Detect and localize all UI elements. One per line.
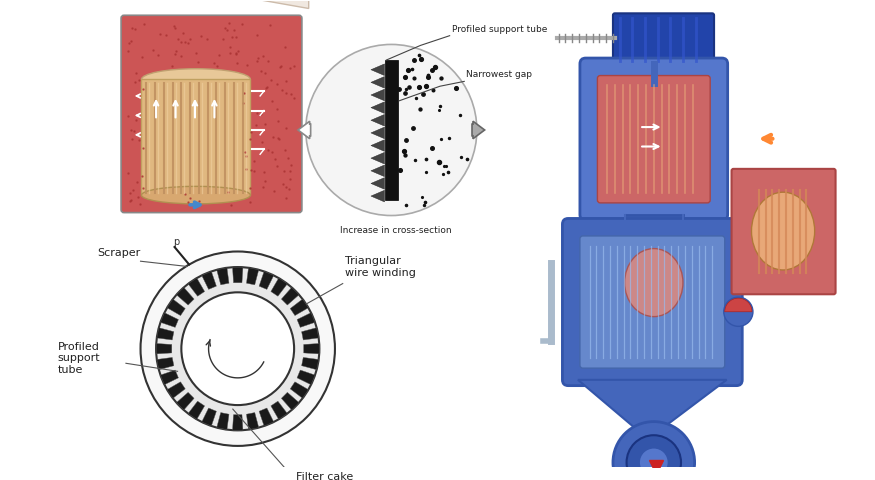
Polygon shape xyxy=(271,401,287,420)
Circle shape xyxy=(181,292,294,405)
Polygon shape xyxy=(217,413,229,430)
Polygon shape xyxy=(271,278,287,296)
Polygon shape xyxy=(298,312,315,327)
Polygon shape xyxy=(384,60,398,200)
FancyArrow shape xyxy=(298,121,311,139)
Polygon shape xyxy=(290,299,308,315)
Text: p: p xyxy=(173,237,179,247)
Polygon shape xyxy=(157,328,174,340)
Circle shape xyxy=(156,267,319,431)
Polygon shape xyxy=(371,89,384,101)
Polygon shape xyxy=(259,408,274,426)
Polygon shape xyxy=(217,268,229,285)
Polygon shape xyxy=(167,382,186,398)
Polygon shape xyxy=(167,299,186,315)
Text: Triangular
wire winding: Triangular wire winding xyxy=(345,256,416,278)
Polygon shape xyxy=(290,382,308,398)
Polygon shape xyxy=(371,114,384,126)
Polygon shape xyxy=(282,392,299,410)
Ellipse shape xyxy=(625,249,683,317)
Polygon shape xyxy=(371,76,384,88)
Circle shape xyxy=(640,448,668,477)
Polygon shape xyxy=(233,415,243,430)
Polygon shape xyxy=(247,413,259,430)
FancyBboxPatch shape xyxy=(732,169,836,294)
Circle shape xyxy=(724,297,753,326)
Polygon shape xyxy=(371,165,384,177)
Polygon shape xyxy=(578,380,727,433)
Polygon shape xyxy=(298,370,315,384)
FancyBboxPatch shape xyxy=(580,236,724,368)
Polygon shape xyxy=(302,358,318,370)
FancyBboxPatch shape xyxy=(598,75,710,203)
Text: Narrowest gap: Narrowest gap xyxy=(466,71,532,79)
Circle shape xyxy=(613,421,695,480)
Ellipse shape xyxy=(142,69,250,90)
Polygon shape xyxy=(233,267,243,283)
Polygon shape xyxy=(247,268,259,285)
Polygon shape xyxy=(177,288,194,305)
FancyBboxPatch shape xyxy=(640,432,672,464)
Ellipse shape xyxy=(142,186,250,204)
FancyBboxPatch shape xyxy=(121,15,302,213)
Polygon shape xyxy=(259,271,274,289)
Polygon shape xyxy=(160,370,178,384)
Circle shape xyxy=(141,252,335,446)
Polygon shape xyxy=(142,79,250,195)
FancyBboxPatch shape xyxy=(613,13,714,66)
Polygon shape xyxy=(188,401,205,420)
FancyArrow shape xyxy=(472,121,485,139)
FancyBboxPatch shape xyxy=(580,58,728,220)
Polygon shape xyxy=(177,392,194,410)
Polygon shape xyxy=(371,140,384,151)
Polygon shape xyxy=(157,358,174,370)
Circle shape xyxy=(305,45,477,216)
Polygon shape xyxy=(160,312,178,327)
Polygon shape xyxy=(371,102,384,113)
Wedge shape xyxy=(185,0,309,9)
Polygon shape xyxy=(371,190,384,202)
Polygon shape xyxy=(302,328,318,340)
Polygon shape xyxy=(157,344,172,354)
Text: Profiled
support
tube: Profiled support tube xyxy=(58,342,101,375)
Circle shape xyxy=(626,435,681,480)
Text: Filter cake: Filter cake xyxy=(296,472,354,480)
Polygon shape xyxy=(304,344,319,354)
Text: Increase in cross-section: Increase in cross-section xyxy=(340,226,452,235)
Text: Profiled support tube: Profiled support tube xyxy=(452,25,547,34)
Ellipse shape xyxy=(752,192,815,270)
Polygon shape xyxy=(202,271,216,289)
Circle shape xyxy=(136,247,340,451)
Polygon shape xyxy=(371,64,384,75)
Text: Scraper: Scraper xyxy=(97,248,140,258)
Polygon shape xyxy=(188,278,205,296)
Polygon shape xyxy=(202,408,216,426)
Polygon shape xyxy=(371,152,384,164)
Wedge shape xyxy=(724,298,752,312)
Polygon shape xyxy=(371,178,384,189)
Polygon shape xyxy=(371,127,384,139)
Polygon shape xyxy=(282,288,299,305)
FancyBboxPatch shape xyxy=(563,218,742,385)
